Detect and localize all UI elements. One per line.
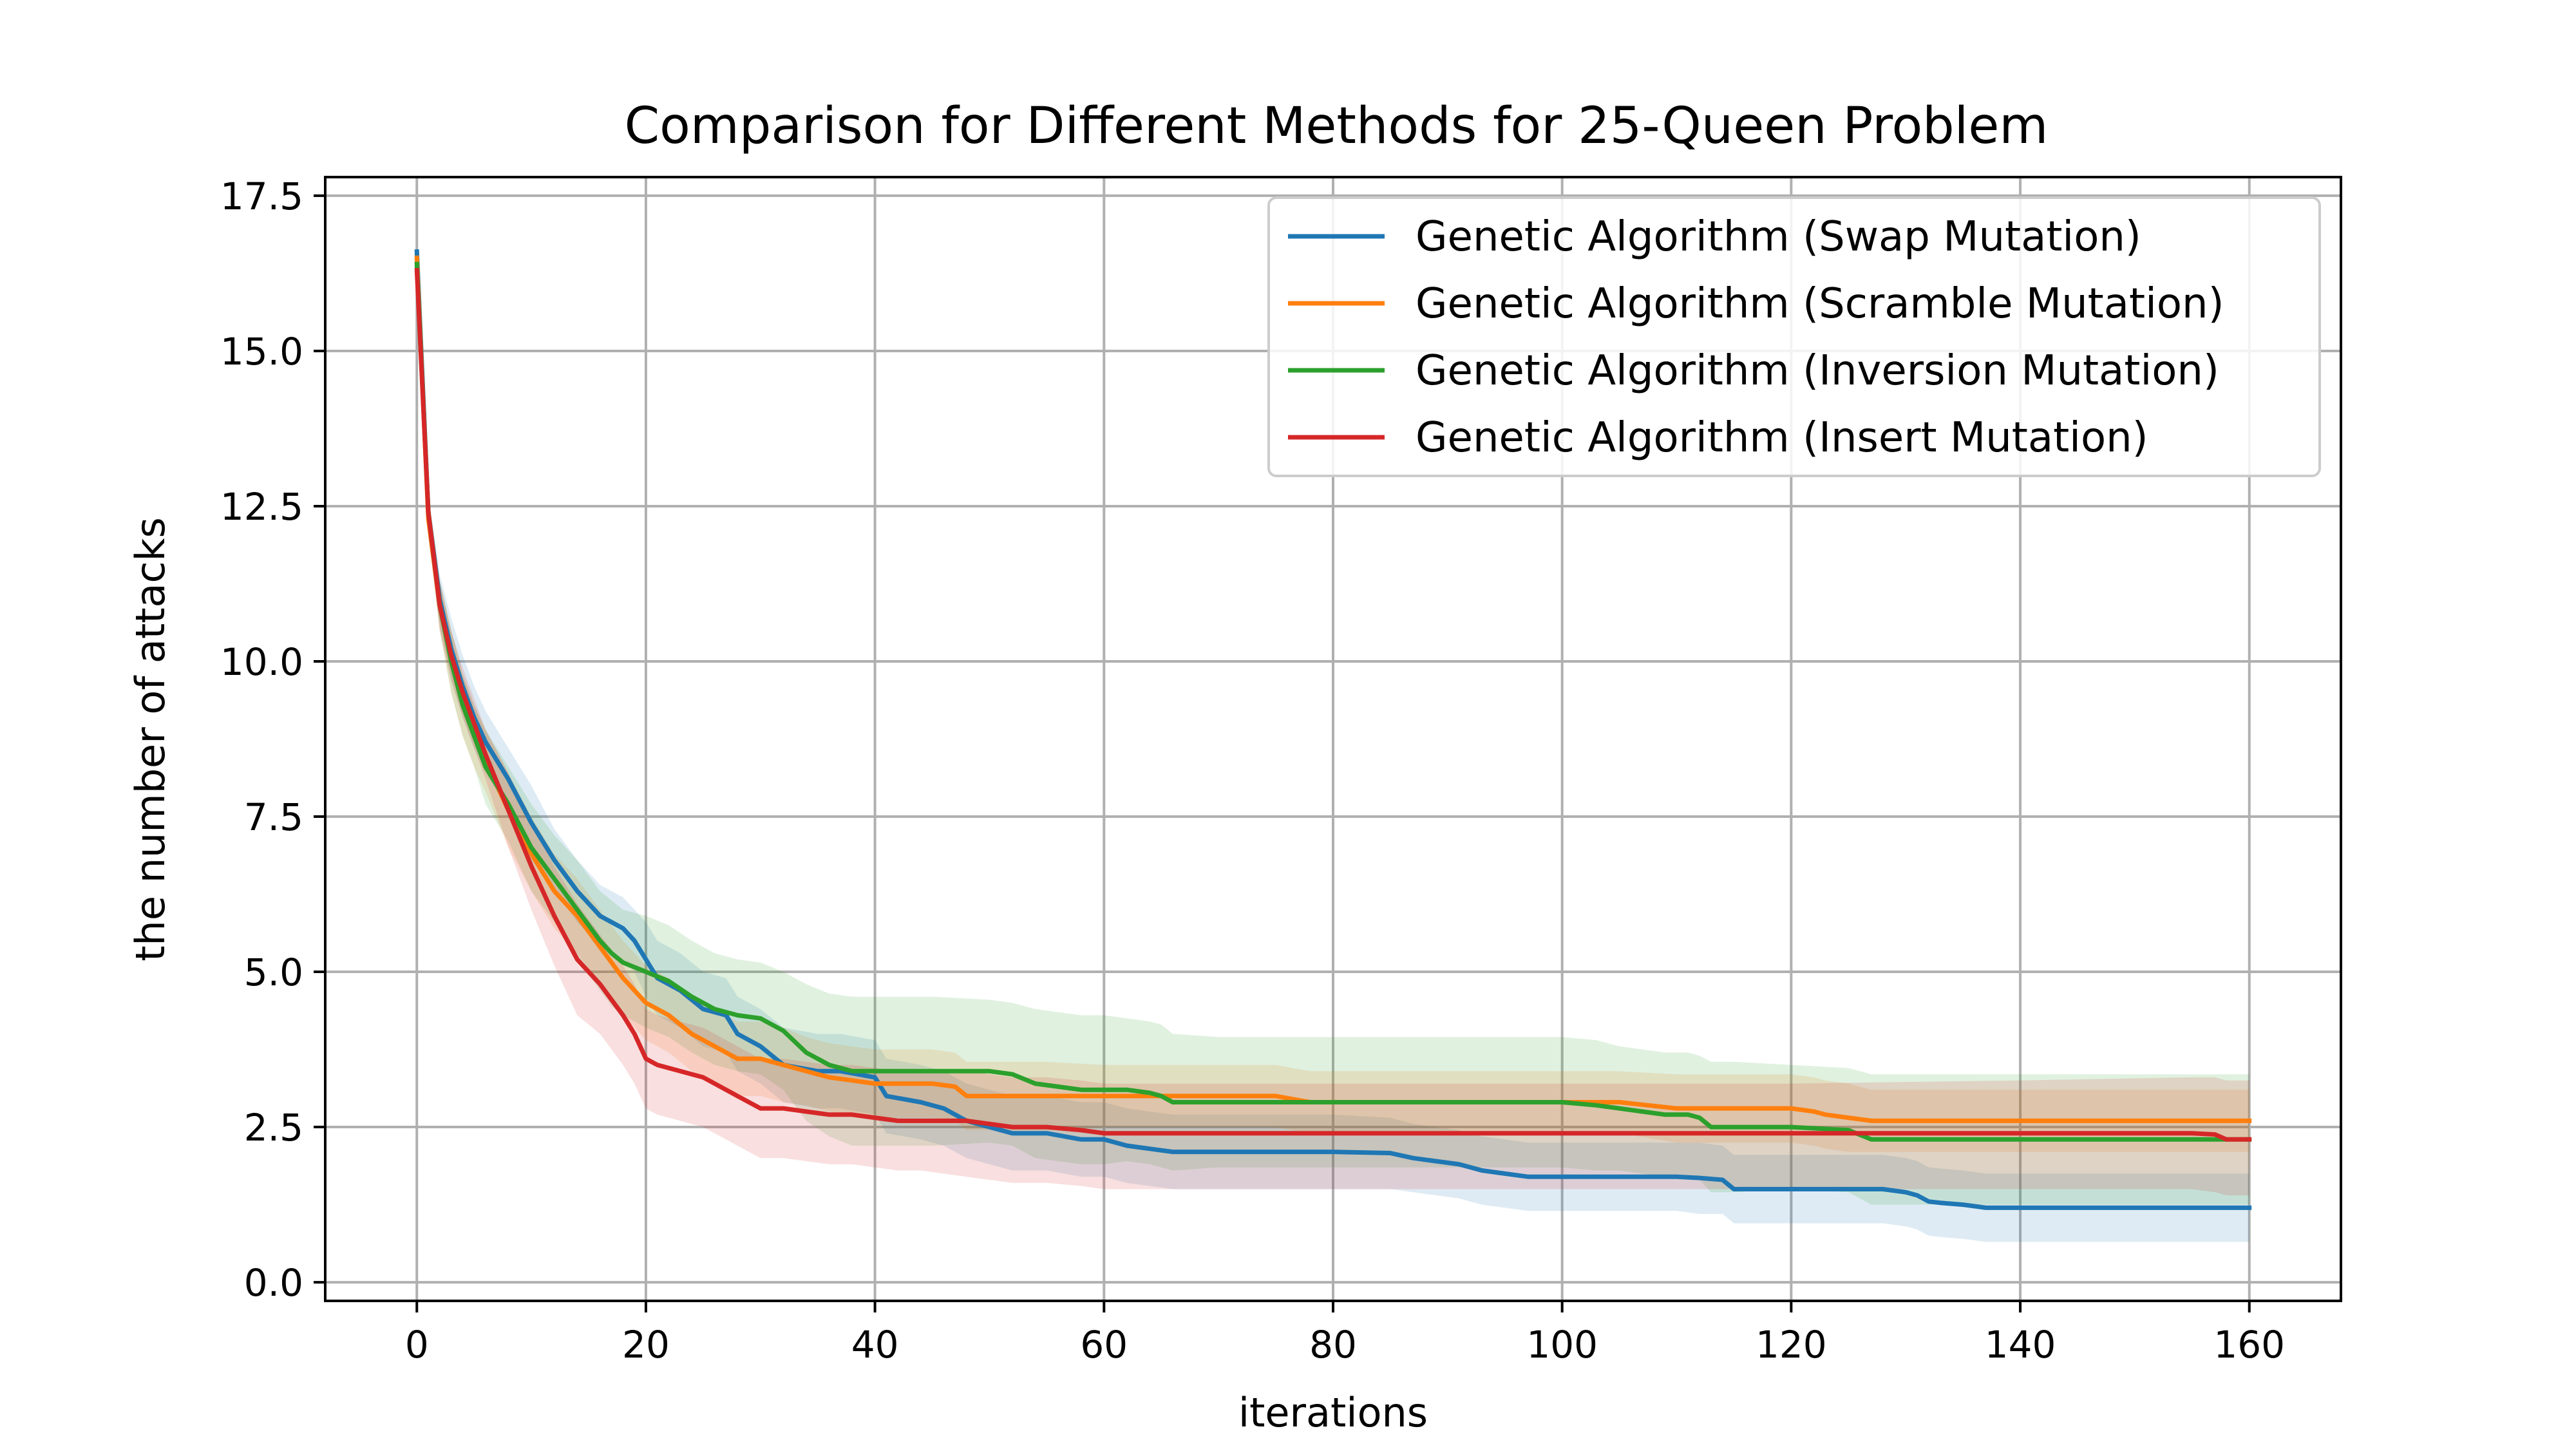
legend-label: Genetic Algorithm (Insert Mutation) [1416, 414, 2148, 462]
y-axis-label: the number of attacks [127, 517, 174, 961]
legend: Genetic Algorithm (Swap Mutation) Genetic… [1267, 196, 2321, 477]
series-line [414, 267, 2252, 1142]
x-tick-label: 160 [2213, 1323, 2285, 1367]
series-lines [414, 249, 2252, 1210]
x-tick-label: 60 [1080, 1323, 1128, 1367]
y-axis: 0.0 2.5 5.0 7.5 10.0 12.5 15.0 17.5 [220, 175, 325, 1305]
y-tick-label: 7.5 [244, 795, 303, 839]
std-bands [417, 251, 2249, 1242]
chart-title: Comparison for Different Methods for 25-… [625, 97, 2049, 155]
legend-box [1267, 196, 2321, 477]
y-tick-label: 10.0 [220, 640, 303, 684]
x-tick-label: 40 [851, 1323, 899, 1367]
x-tick-label: 140 [1985, 1323, 2056, 1367]
x-axis: 0 20 40 60 80 100 120 140 160 [405, 1301, 2285, 1367]
y-tick-label: 12.5 [220, 485, 303, 529]
legend-label: Genetic Algorithm (Inversion Mutation) [1416, 347, 2219, 395]
y-tick-label: 17.5 [220, 175, 303, 218]
series-line [414, 261, 2252, 1142]
x-tick-label: 120 [1756, 1323, 1827, 1367]
std-band [417, 270, 2249, 1196]
y-tick-label: 15.0 [220, 330, 303, 374]
x-tick-label: 20 [622, 1323, 670, 1367]
series-line [414, 255, 2252, 1123]
y-tick-label: 0.0 [244, 1261, 303, 1305]
std-band [417, 264, 2249, 1205]
y-tick-label: 2.5 [244, 1106, 303, 1150]
legend-label: Genetic Algorithm (Scramble Mutation) [1416, 280, 2224, 328]
x-tick-label: 100 [1526, 1323, 1598, 1367]
x-tick-label: 80 [1309, 1323, 1357, 1367]
y-tick-label: 5.0 [244, 951, 303, 994]
series-line [414, 249, 2252, 1210]
x-axis-label: iterations [1238, 1389, 1428, 1436]
x-tick-label: 0 [405, 1323, 429, 1367]
legend-label: Genetic Algorithm (Swap Mutation) [1416, 213, 2141, 261]
